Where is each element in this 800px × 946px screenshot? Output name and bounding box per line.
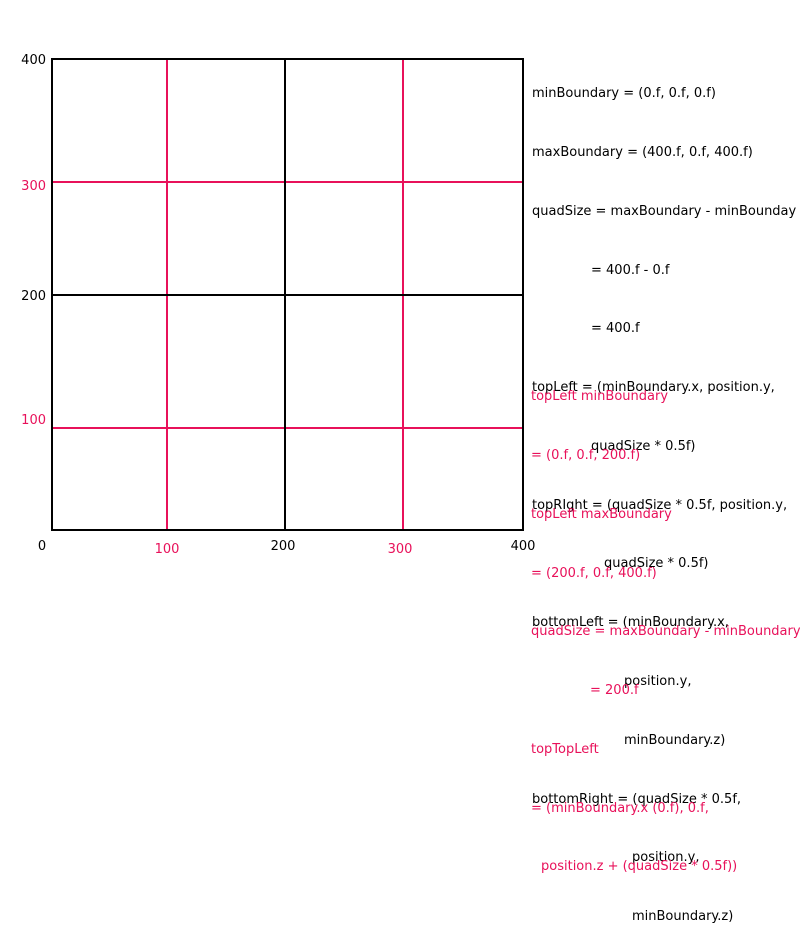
grid-frame	[51, 58, 524, 531]
note-line: topLeft = (minBoundary.x, position.y,	[532, 380, 775, 396]
note-line: = (minBoundary.x (0.f), 0.f,	[531, 800, 709, 816]
y-label-200: 200	[21, 289, 46, 304]
note-line: quadSize * 0.5f)	[604, 556, 709, 572]
note-line: minBoundary.z)	[632, 909, 734, 925]
note-line: = (200.f, 0.f, 400.f)	[531, 565, 657, 581]
note-line: topLeft minBoundary	[531, 389, 669, 405]
note-line: = 200.f	[590, 683, 639, 699]
note-line: maxBoundary = (400.f, 0.f, 400.f)	[532, 144, 753, 160]
note-line: quadSize * 0.5f)	[591, 438, 696, 454]
note-line: = (0.f, 0.f, 200.f)	[531, 447, 641, 463]
x-label-100: 100	[155, 542, 180, 557]
subdivision-notes-pink: topLeft minBoundary = (0.f, 0.f, 200.f) …	[531, 348, 800, 897]
x-label-300: 300	[388, 542, 413, 557]
x-label-400: 400	[511, 539, 536, 554]
x-label-200: 200	[271, 539, 296, 554]
y-label-300: 300	[21, 179, 46, 194]
note-line: topTopLeft	[531, 741, 599, 757]
note-line: quadSize = maxBoundary - minBounday	[532, 203, 797, 219]
note-line: = 400.f	[591, 321, 640, 337]
note-line: minBoundary = (0.f, 0.f, 0.f)	[532, 86, 716, 102]
quadtree-grid-diagram: 400 300 200 100 0 100 200 300 400	[21, 53, 536, 557]
note-line: position.z + (quadSize * 0.5f))	[541, 859, 738, 875]
note-line: topRIght = (quadSize * 0.5f, position.y,	[532, 497, 788, 513]
x-label-0: 0	[38, 539, 46, 554]
note-line: topLeft maxBoundary	[531, 506, 672, 522]
note-line: = 400.f - 0.f	[591, 262, 670, 278]
y-label-400: 400	[21, 53, 46, 68]
y-label-100: 100	[21, 413, 46, 428]
note-line: quadSize = maxBoundary - minBoundary	[531, 624, 800, 640]
